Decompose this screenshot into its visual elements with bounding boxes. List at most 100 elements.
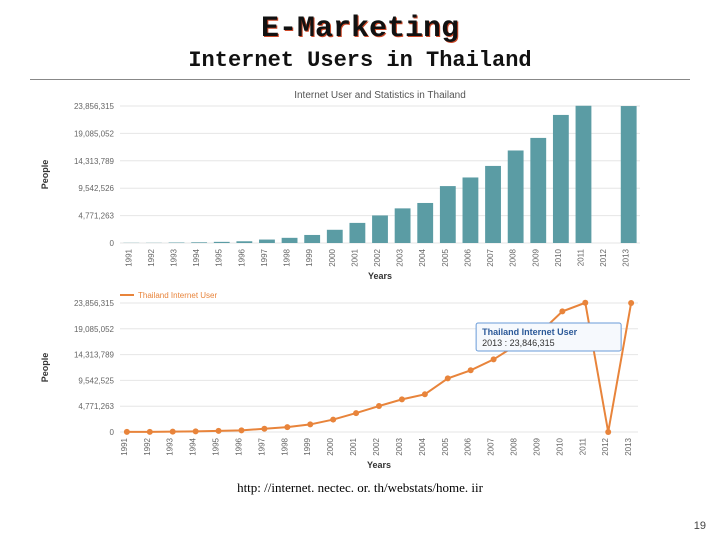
svg-text:2011: 2011 <box>578 437 587 455</box>
svg-text:2012: 2012 <box>599 248 608 266</box>
svg-text:2012: 2012 <box>601 437 610 455</box>
svg-text:19,085,052: 19,085,052 <box>74 325 115 334</box>
line-chart: Thailand Internet User04,771,2639,542,52… <box>30 285 650 470</box>
svg-text:2005: 2005 <box>441 437 450 455</box>
bar <box>530 138 546 243</box>
bar <box>508 150 524 243</box>
svg-text:2001: 2001 <box>349 437 358 455</box>
bar <box>417 203 433 243</box>
svg-text:1995: 1995 <box>215 248 224 266</box>
svg-text:1999: 1999 <box>305 248 314 266</box>
svg-text:2007: 2007 <box>487 437 496 455</box>
bar <box>236 241 252 243</box>
data-point <box>238 427 244 433</box>
bar <box>553 115 569 243</box>
svg-text:People: People <box>40 353 50 383</box>
bar <box>191 242 207 243</box>
bar <box>304 235 320 243</box>
divider <box>30 79 690 80</box>
data-point <box>422 391 428 397</box>
svg-text:1996: 1996 <box>237 248 246 266</box>
svg-text:Internet User and Statistics i: Internet User and Statistics in Thailand <box>294 90 466 101</box>
svg-text:1993: 1993 <box>170 248 179 266</box>
data-point <box>216 428 222 434</box>
bar <box>463 177 479 243</box>
svg-text:2005: 2005 <box>441 248 450 266</box>
svg-text:2011: 2011 <box>576 248 585 266</box>
svg-text:2006: 2006 <box>463 248 472 266</box>
bar <box>576 106 592 243</box>
bar <box>259 240 275 243</box>
bar <box>440 186 456 243</box>
source-url: http: //internet. nectec. or. th/webstat… <box>30 480 690 496</box>
svg-text:1991: 1991 <box>124 248 133 266</box>
svg-text:1991: 1991 <box>120 437 129 455</box>
slide-heading: E-Marketing <box>30 12 690 46</box>
svg-text:Years: Years <box>367 460 391 470</box>
data-point <box>307 421 313 427</box>
data-point <box>170 429 176 435</box>
svg-text:1994: 1994 <box>189 437 198 455</box>
data-point <box>468 367 474 373</box>
data-point <box>376 403 382 409</box>
svg-text:1993: 1993 <box>166 437 175 455</box>
svg-text:9,542,526: 9,542,526 <box>78 184 114 193</box>
svg-text:2002: 2002 <box>373 248 382 266</box>
data-point <box>399 396 405 402</box>
data-point <box>261 426 267 432</box>
bar <box>349 223 365 243</box>
svg-text:2000: 2000 <box>326 437 335 455</box>
bar <box>372 215 388 243</box>
data-point <box>628 300 634 306</box>
page-number: 19 <box>694 520 706 532</box>
svg-text:1998: 1998 <box>280 437 289 455</box>
bar <box>327 230 343 243</box>
line-chart-container: Thailand Internet User04,771,2639,542,52… <box>30 285 690 470</box>
bar <box>282 238 298 243</box>
bar-chart-container: Internet User and Statistics in Thailand… <box>30 86 690 281</box>
bar-chart: Internet User and Statistics in Thailand… <box>30 86 650 281</box>
svg-text:14,313,789: 14,313,789 <box>74 157 115 166</box>
data-point <box>605 429 611 435</box>
svg-text:19,085,052: 19,085,052 <box>74 129 115 138</box>
svg-text:Years: Years <box>368 271 392 281</box>
svg-text:23,856,315: 23,856,315 <box>74 299 115 308</box>
svg-text:People: People <box>40 160 50 190</box>
legend-label: Thailand Internet User <box>138 291 217 300</box>
svg-text:2002: 2002 <box>372 437 381 455</box>
bar <box>395 208 411 243</box>
svg-text:1992: 1992 <box>147 248 156 266</box>
bar <box>485 166 501 243</box>
svg-text:Thailand Internet User: Thailand Internet User <box>482 327 578 337</box>
data-point <box>124 429 130 435</box>
svg-text:2001: 2001 <box>350 248 359 266</box>
svg-text:2013: 2013 <box>624 437 633 455</box>
data-point <box>559 308 565 314</box>
svg-text:1998: 1998 <box>283 248 292 266</box>
svg-text:2006: 2006 <box>464 437 473 455</box>
svg-text:2003: 2003 <box>395 437 404 455</box>
data-point <box>147 429 153 435</box>
svg-text:2008: 2008 <box>510 437 519 455</box>
svg-text:2004: 2004 <box>418 437 427 455</box>
svg-text:0: 0 <box>110 239 115 248</box>
svg-text:2004: 2004 <box>418 248 427 266</box>
svg-text:2003: 2003 <box>396 248 405 266</box>
svg-text:2010: 2010 <box>555 437 564 455</box>
svg-text:23,856,315: 23,856,315 <box>74 102 115 111</box>
svg-text:1996: 1996 <box>234 437 243 455</box>
svg-text:4,771,263: 4,771,263 <box>78 402 114 411</box>
svg-text:1995: 1995 <box>212 437 221 455</box>
bar <box>214 242 230 243</box>
data-point <box>353 410 359 416</box>
svg-text:1992: 1992 <box>143 437 152 455</box>
data-point <box>330 417 336 423</box>
svg-text:1999: 1999 <box>303 437 312 455</box>
svg-text:2008: 2008 <box>509 248 518 266</box>
svg-text:2009: 2009 <box>532 437 541 455</box>
svg-text:4,771,263: 4,771,263 <box>78 212 114 221</box>
slide-subheading: Internet Users in Thailand <box>30 48 690 73</box>
data-point <box>284 424 290 430</box>
svg-text:9,542,525: 9,542,525 <box>78 376 114 385</box>
svg-text:2013: 2013 <box>622 248 631 266</box>
